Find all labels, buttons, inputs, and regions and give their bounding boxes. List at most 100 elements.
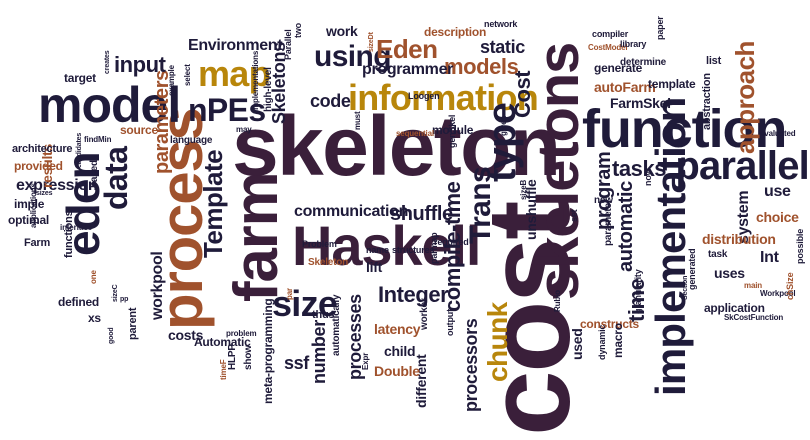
word-sequential: sequential: [396, 129, 434, 138]
word-choice: choice: [756, 209, 799, 225]
word-npes: nPEs: [188, 92, 266, 128]
word-static: static: [480, 37, 525, 57]
word-skcostfunction: SkCostFunction: [724, 313, 784, 322]
word-costs: costs: [168, 327, 204, 343]
word-parent: parent: [127, 307, 139, 340]
word-sizeb: sizeB: [519, 179, 528, 200]
word-abstraction: abstraction: [701, 73, 713, 130]
word-module: module: [432, 123, 474, 137]
word-constructs: constructs: [580, 317, 639, 331]
word-ssf: ssf: [284, 353, 309, 373]
word-trans: Trans: [464, 166, 497, 244]
word-programmer: programmer: [362, 61, 454, 78]
word-worker: worker: [419, 298, 430, 330]
word-required: required: [434, 237, 469, 247]
word-chunk: chunk: [482, 302, 513, 382]
word-defined: defined: [58, 295, 99, 309]
word-processors: processors: [461, 318, 481, 412]
word-farmskel: FarmSkel: [610, 95, 671, 111]
word-sizedt: sizeDt: [368, 32, 375, 52]
word-findmin: findMin: [84, 135, 112, 144]
word-possible: possible: [795, 228, 805, 264]
word-section: Section: [682, 275, 689, 300]
word-functions: functions: [63, 210, 75, 258]
word-work: work: [326, 23, 358, 39]
word-may: may: [236, 125, 252, 134]
word-pp: pp: [120, 296, 129, 303]
word-show: show: [243, 345, 254, 370]
word-granularity: granularity: [633, 269, 643, 314]
word-tasks: tasks: [612, 156, 667, 181]
word-function: function: [582, 99, 787, 159]
word-set: set: [569, 209, 579, 222]
word-eden-cap: Eden: [376, 34, 438, 64]
word-skeleton: skeleton: [232, 99, 561, 193]
word-one: one: [89, 270, 98, 284]
word-based: based: [89, 160, 100, 188]
word-good: good: [108, 327, 115, 344]
word-example: example: [167, 65, 176, 96]
word-skeletons: skeletons: [526, 42, 591, 300]
word-map: map: [198, 53, 271, 94]
word-applications: applications: [29, 183, 38, 228]
word-main: main: [744, 281, 763, 290]
word-template-lower: template: [648, 77, 696, 91]
word-use: use: [764, 183, 791, 200]
word-size: size: [272, 283, 338, 324]
word-application: application: [704, 301, 765, 315]
word-communication: communication: [294, 203, 409, 220]
word-used: used: [569, 328, 585, 360]
word-list: list: [706, 55, 722, 67]
word-code: code: [310, 91, 351, 111]
word-source: source: [120, 123, 158, 137]
word-name: name: [366, 245, 389, 255]
word-parallel: parallel: [675, 144, 809, 188]
word-expr: Expr: [361, 352, 370, 370]
word-task: task: [708, 249, 728, 260]
word-model: model: [38, 77, 181, 133]
word-double: Double: [374, 363, 420, 379]
word-high-level: high-level: [263, 67, 274, 112]
word-xs: xs: [88, 311, 101, 325]
word-output: output: [445, 309, 455, 336]
word-interface: interface: [60, 223, 92, 232]
word-information: information: [348, 77, 539, 118]
word-generate: generate: [594, 61, 643, 75]
word-structures: structures: [392, 245, 435, 255]
word-creates: creates: [104, 50, 111, 74]
word-integer: Integer: [378, 282, 449, 307]
word-problem-cap: Problem: [302, 239, 337, 249]
word-using: using: [314, 40, 392, 73]
word-target: target: [64, 71, 96, 85]
word-dynamic: dynamic: [597, 324, 607, 360]
word-sizec: sizeC: [112, 284, 119, 302]
word-skeleton-small: Skeleton: [308, 257, 349, 268]
word-parameter: parameter: [603, 199, 614, 246]
word-input: input: [114, 52, 166, 77]
word-generated: generated: [687, 248, 697, 290]
word-sizes: sizes: [36, 190, 53, 197]
word-parallel-cap: Parallel: [283, 29, 293, 60]
word-determine: determine: [620, 57, 666, 68]
word-shuffle: shuffle: [390, 203, 453, 225]
word-automatically: automatically: [331, 294, 342, 356]
word-timef: timeF: [219, 359, 228, 380]
word-genskel: genSkel: [447, 114, 457, 148]
word-haskell: Haskell: [292, 214, 481, 277]
word-select: select: [183, 64, 192, 86]
word-number: number: [309, 320, 329, 384]
word-child: child: [384, 343, 416, 359]
word-approach: approach: [730, 41, 760, 154]
word-must: must: [353, 111, 362, 130]
word-provided: provided: [14, 159, 63, 173]
word-library: library: [620, 39, 647, 49]
word-implementation: implementation: [647, 97, 694, 396]
word-now: now: [643, 168, 653, 186]
word-farm-cap: Farm: [24, 237, 51, 249]
word-new: new: [594, 195, 613, 206]
word-workpool: workpool: [149, 251, 166, 320]
word-macro: macro: [611, 323, 625, 358]
word-models: models: [444, 54, 519, 79]
word-workpool-cap: Workpool: [760, 289, 796, 298]
